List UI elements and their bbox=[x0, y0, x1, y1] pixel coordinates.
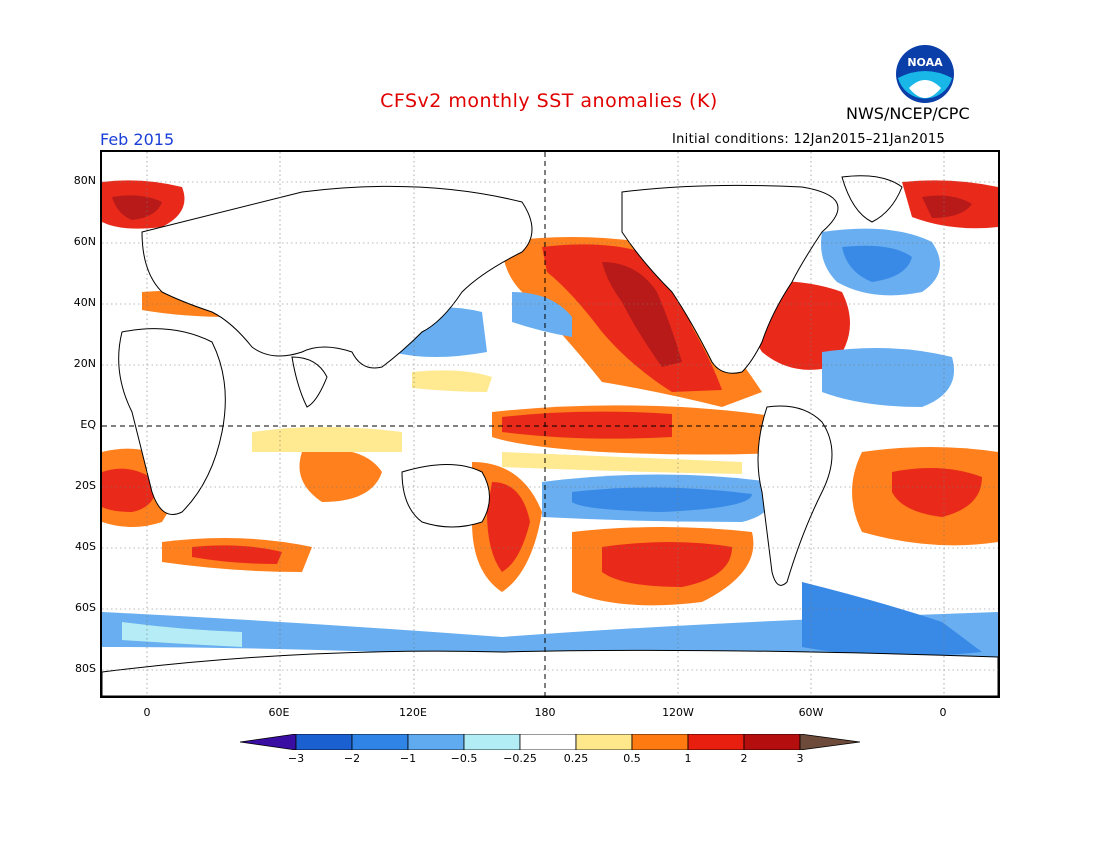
lon-label: 180 bbox=[534, 706, 556, 719]
colorbar-swatch bbox=[631, 734, 689, 750]
antarctica-landmass bbox=[102, 649, 998, 696]
colorbar-tick-label: −0.5 bbox=[450, 752, 478, 765]
lon-label: 60W bbox=[798, 706, 824, 719]
colorbar-swatch bbox=[463, 734, 521, 750]
initial-conditions: Initial conditions: 12Jan2015–21Jan2015 bbox=[672, 132, 946, 147]
colorbar-swatch bbox=[407, 734, 465, 750]
colorbar-swatch bbox=[743, 734, 801, 750]
chart-title: CFSv2 monthly SST anomalies (K) bbox=[380, 90, 718, 112]
colorbar-tick-label: −0.25 bbox=[503, 752, 537, 765]
agency-label: NWS/NCEP/CPC bbox=[846, 104, 970, 123]
lat-label: 80S bbox=[75, 662, 96, 675]
greenland-landmass bbox=[841, 175, 903, 223]
svg-text:NOAA: NOAA bbox=[907, 56, 943, 69]
lat-label: 80N bbox=[73, 174, 96, 187]
lon-label: 60E bbox=[268, 706, 290, 719]
colorbar-swatch bbox=[351, 734, 409, 750]
southern-ocean-cool bbox=[102, 612, 998, 662]
noaa-logo: NOAA bbox=[896, 45, 954, 103]
south-america-landmass bbox=[757, 405, 833, 586]
colorbar-swatch bbox=[687, 734, 745, 750]
lon-label: 0 bbox=[939, 706, 947, 719]
continents bbox=[102, 175, 998, 696]
forecast-period: Feb 2015 bbox=[100, 130, 175, 149]
lon-label: 120E bbox=[399, 706, 427, 719]
colorbar-tick-label: 3 bbox=[796, 752, 804, 765]
lat-label: EQ bbox=[80, 418, 96, 431]
lat-lon-grid bbox=[102, 152, 998, 696]
india-landmass bbox=[291, 356, 328, 408]
lat-label: 20S bbox=[75, 479, 96, 492]
colorbar-swatch bbox=[575, 734, 633, 750]
colorbar-tick-label: 0.5 bbox=[623, 752, 641, 765]
lat-label: 60N bbox=[73, 235, 96, 248]
colorbar-tick-label: −1 bbox=[399, 752, 417, 765]
colorbar-tick-label: −2 bbox=[343, 752, 361, 765]
colorbar-tick-label: 2 bbox=[740, 752, 748, 765]
colorbar-swatch bbox=[295, 734, 353, 750]
lat-label: 40N bbox=[73, 296, 96, 309]
colorbar bbox=[240, 734, 860, 750]
australia-landmass bbox=[401, 464, 490, 528]
north-america-landmass bbox=[621, 184, 839, 374]
sst-anomaly-map bbox=[100, 150, 1000, 698]
lon-label: 0 bbox=[143, 706, 151, 719]
colorbar-tick-label: −3 bbox=[287, 752, 305, 765]
lat-label: 40S bbox=[75, 540, 96, 553]
colorbar-max-arrow bbox=[799, 734, 860, 750]
colorbar-tick-label: 0.25 bbox=[563, 752, 589, 765]
eurasia-landmass bbox=[141, 185, 533, 369]
lat-label: 20N bbox=[73, 357, 96, 370]
africa-landmass bbox=[118, 328, 226, 515]
lat-label: 60S bbox=[75, 601, 96, 614]
colorbar-tick-label: 1 bbox=[684, 752, 692, 765]
colorbar-min-arrow bbox=[240, 734, 297, 750]
lon-label: 120W bbox=[662, 706, 694, 719]
colorbar-swatch bbox=[519, 734, 577, 750]
